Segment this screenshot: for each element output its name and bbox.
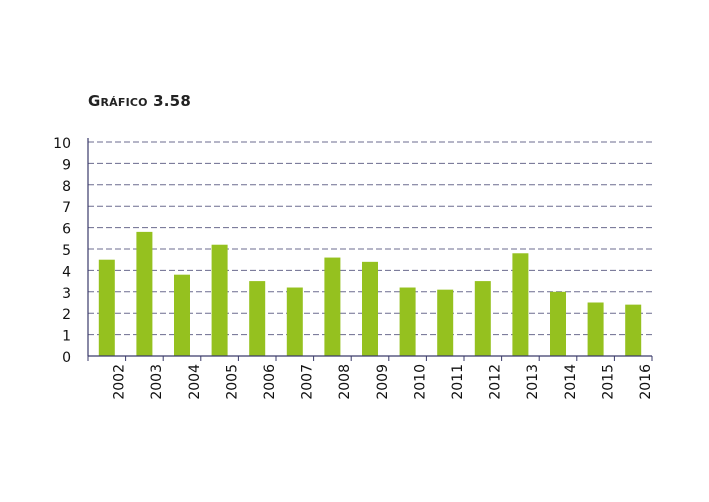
- bar-2005: [211, 244, 228, 356]
- x-tick-label-2005: 2005: [224, 364, 240, 400]
- bar-2006: [249, 281, 266, 356]
- bar-2009: [362, 261, 378, 356]
- bar-2003: [136, 231, 153, 356]
- bar-2011: [437, 289, 454, 356]
- chart-title: Gráfico 3.58: [88, 92, 191, 110]
- x-tick-label-2010: 2010: [412, 364, 428, 400]
- x-tick-label-2006: 2006: [262, 364, 278, 400]
- bar-2004: [174, 274, 190, 356]
- y-tick-label-8: 8: [62, 179, 71, 195]
- x-tick-label-2015: 2015: [600, 364, 616, 400]
- x-tick-label-2012: 2012: [488, 364, 504, 400]
- x-tick-label-2013: 2013: [525, 364, 541, 400]
- x-tick-label-2016: 2016: [638, 364, 654, 400]
- x-tick-label-2007: 2007: [300, 364, 316, 400]
- x-tick-label-2009: 2009: [375, 364, 391, 400]
- x-tick-label-2014: 2014: [563, 364, 579, 400]
- y-tick-label-10: 10: [53, 136, 71, 152]
- x-tick-label-2002: 2002: [112, 364, 128, 400]
- bar-2012: [474, 281, 491, 356]
- x-tick-labels: 2002 2003 2004 2005 2006 2007 2008 2009 2010 2011…: [112, 364, 654, 400]
- y-tick-label-7: 7: [62, 200, 71, 216]
- x-tick-label-2008: 2008: [337, 364, 353, 400]
- bar-2007: [286, 287, 303, 356]
- y-tick-label-6: 6: [62, 222, 71, 238]
- x-tick-label-2011: 2011: [450, 364, 466, 400]
- bar-2016: [625, 304, 642, 356]
- y-tick-label-9: 9: [62, 157, 71, 173]
- y-tick-label-2: 2: [62, 307, 71, 323]
- bar-2010: [399, 287, 416, 356]
- bars: [98, 231, 642, 356]
- y-tick-label-1: 1: [62, 329, 71, 345]
- bar-2015: [587, 302, 604, 356]
- bar-2013: [512, 253, 529, 356]
- y-tick-label-4: 4: [62, 264, 71, 280]
- y-tick-label-5: 5: [62, 243, 71, 259]
- x-tick-label-2003: 2003: [149, 364, 165, 400]
- y-tick-label-0: 0: [62, 350, 71, 366]
- bar-2002: [98, 259, 115, 356]
- y-tick-labels: 0 1 2 3 4 5 6 7 8 9 10: [53, 136, 71, 366]
- bar-2008: [324, 257, 341, 356]
- bar-2014: [550, 291, 566, 356]
- axes: [87, 138, 653, 361]
- y-tick-label-3: 3: [62, 286, 71, 302]
- x-tick-label-2004: 2004: [187, 364, 203, 400]
